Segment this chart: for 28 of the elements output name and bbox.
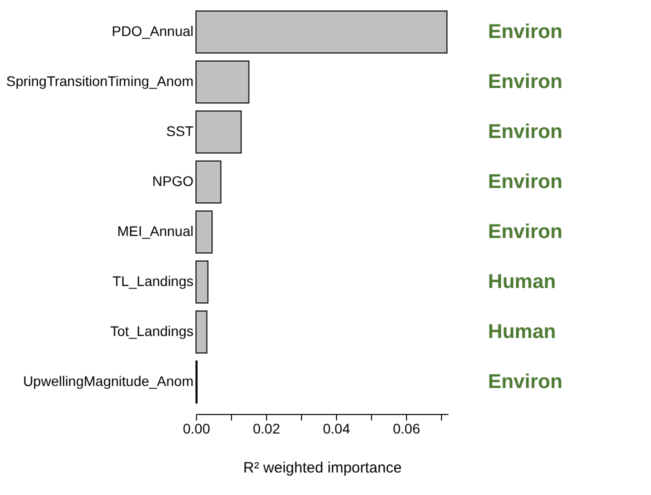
bar bbox=[196, 110, 242, 154]
y-tick-label: NPGO bbox=[152, 173, 194, 189]
y2-tick-label: Environ bbox=[488, 371, 562, 393]
x-tick-label: 0.00 bbox=[182, 420, 210, 436]
y-tick-label: TL_Landings bbox=[112, 273, 194, 289]
y2-tick-label: Environ bbox=[488, 71, 562, 93]
bar bbox=[196, 60, 250, 104]
y2-tick-label: Environ bbox=[488, 171, 562, 193]
y2-tick-label: Environ bbox=[488, 221, 562, 243]
x-tick-label: 0.06 bbox=[392, 420, 420, 436]
y-tick-label: Tot_Landings bbox=[110, 323, 194, 339]
y2-tick-label: Environ bbox=[488, 121, 562, 143]
x-axis-title: R² weighted importance bbox=[243, 460, 402, 476]
y-tick-label: SST bbox=[166, 123, 194, 139]
y2-tick-label: Human bbox=[488, 321, 556, 343]
bar bbox=[196, 210, 213, 254]
y-tick-label: PDO_Annual bbox=[112, 23, 194, 39]
y-tick-label: UpwellingMagnitude_Anom bbox=[23, 373, 194, 389]
y2-tick-label: Environ bbox=[488, 21, 562, 43]
y2-tick-label: Human bbox=[488, 271, 556, 293]
x-tick-label: 0.04 bbox=[322, 420, 350, 436]
bar bbox=[196, 260, 208, 304]
y-tick-label: SpringTransitionTiming_Anom bbox=[6, 73, 194, 89]
y-tick-label: MEI_Annual bbox=[117, 223, 194, 239]
bar bbox=[196, 310, 208, 354]
bar bbox=[196, 10, 448, 54]
bar bbox=[196, 160, 222, 204]
x-tick-label: 0.02 bbox=[252, 420, 280, 436]
